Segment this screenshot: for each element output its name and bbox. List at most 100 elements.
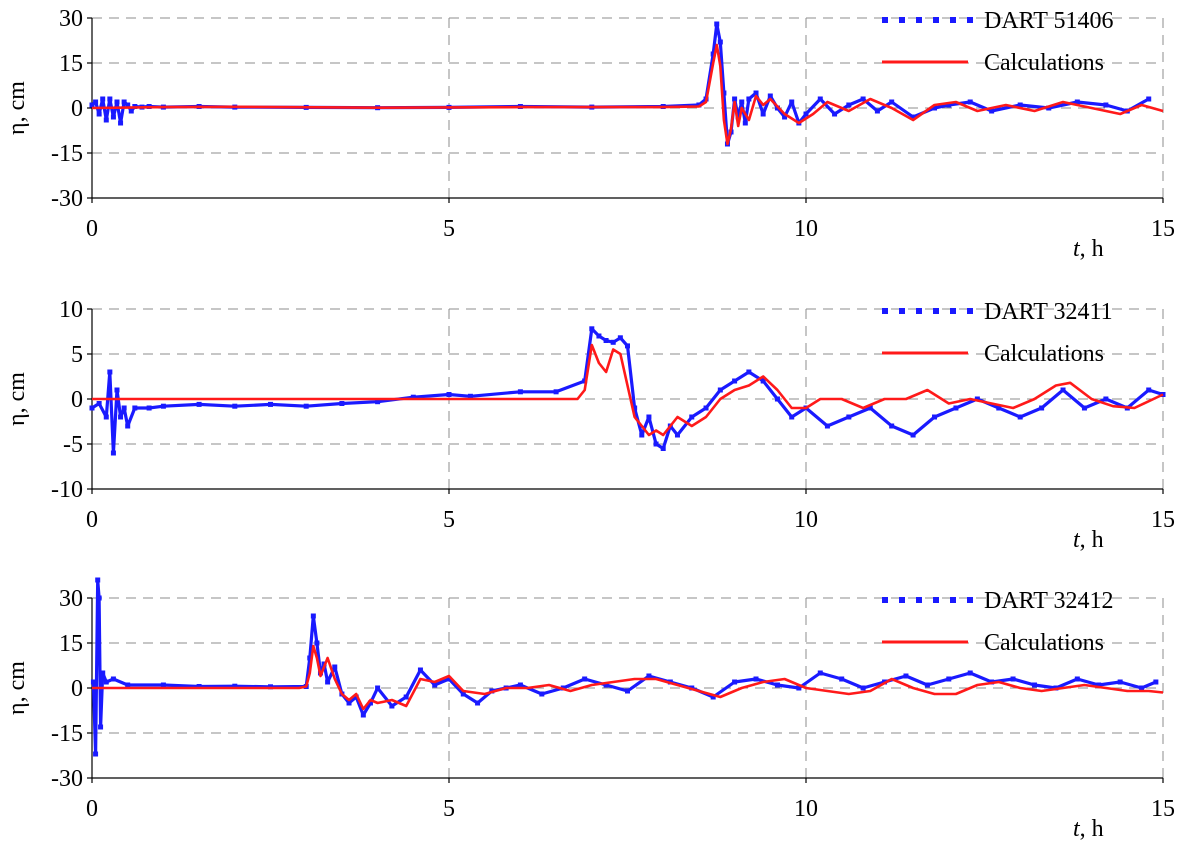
data-point <box>617 335 623 341</box>
legend-label-calculated: Calculations <box>984 341 1104 367</box>
y-axis-label: η, cm <box>4 661 30 715</box>
data-point <box>160 403 166 409</box>
data-point <box>303 403 309 409</box>
data-point <box>403 694 409 700</box>
data-point <box>824 423 830 429</box>
legend-marker-observed <box>950 597 956 603</box>
data-point <box>90 679 96 685</box>
legend-label-observed: DART 32412 <box>984 588 1113 614</box>
series-calculated <box>91 43 1164 146</box>
legend-marker-observed <box>882 17 888 23</box>
data-point <box>789 99 795 105</box>
data-point <box>867 405 873 411</box>
legend-label-observed: DART 32411 <box>984 299 1113 325</box>
data-point <box>389 703 395 709</box>
data-point <box>475 700 481 706</box>
data-point <box>93 751 99 757</box>
calculated-line <box>92 343 1164 437</box>
data-point <box>346 700 352 706</box>
data-point <box>889 423 895 429</box>
data-point <box>739 99 745 105</box>
data-point <box>932 105 938 111</box>
x-axis-label-var: t <box>1073 816 1081 842</box>
data-point <box>582 676 588 682</box>
y-tick-label: 15 <box>59 51 83 77</box>
data-point <box>860 96 866 102</box>
y-tick-label: 30 <box>59 6 83 32</box>
data-point <box>1039 405 1045 411</box>
x-tick-label: 0 <box>86 796 98 822</box>
legend-marker-observed <box>933 17 939 23</box>
x-tick-label: 0 <box>86 216 98 242</box>
data-point <box>1060 387 1066 393</box>
data-point <box>118 414 124 420</box>
x-tick-label: 5 <box>443 507 455 533</box>
data-point <box>610 339 616 345</box>
data-point <box>846 102 852 108</box>
data-point <box>467 393 473 399</box>
data-point <box>110 114 116 120</box>
data-point <box>710 694 716 700</box>
legend: DART 32412 Calculations <box>882 588 1113 656</box>
legend-label-calculated: Calculations <box>984 50 1104 76</box>
y-tick-label: 5 <box>71 342 83 368</box>
y-tick-label: -10 <box>51 477 83 503</box>
data-point <box>625 343 630 349</box>
data-point <box>714 21 720 27</box>
data-point <box>782 114 788 120</box>
data-point <box>553 389 559 395</box>
data-point <box>760 111 766 117</box>
data-point <box>446 392 452 397</box>
data-point <box>924 682 930 688</box>
data-point <box>860 685 866 691</box>
data-point <box>1103 102 1109 108</box>
y-tick-label: -15 <box>51 721 83 747</box>
x-axis-label: t, h <box>1073 527 1104 553</box>
data-point <box>110 676 116 682</box>
data-point <box>789 414 795 420</box>
data-point <box>817 96 823 102</box>
data-point <box>639 432 645 438</box>
data-point <box>98 724 104 730</box>
data-point <box>160 682 166 688</box>
data-point <box>674 432 680 438</box>
legend-marker-observed <box>933 308 939 314</box>
data-point <box>1081 405 1087 411</box>
series-calculated <box>92 343 1164 437</box>
data-point <box>932 414 938 420</box>
series-calculated <box>92 644 1164 711</box>
data-point <box>846 414 852 420</box>
data-point <box>589 326 595 332</box>
y-tick-label: 30 <box>59 586 83 612</box>
x-tick-label: 10 <box>794 796 818 822</box>
data-point <box>1146 387 1152 393</box>
data-point <box>114 387 120 393</box>
x-tick-label: 15 <box>1151 216 1175 242</box>
data-point <box>1117 679 1123 685</box>
data-point <box>325 679 331 685</box>
data-point <box>774 396 780 402</box>
data-point <box>89 405 95 411</box>
data-point <box>93 99 99 105</box>
data-point <box>103 414 109 420</box>
data-point <box>100 96 106 102</box>
data-point <box>146 405 152 411</box>
legend-marker-observed <box>950 17 956 23</box>
data-point <box>625 688 630 694</box>
y-axis-label: η, cm <box>4 81 30 135</box>
y-tick-label: 0 <box>71 387 83 413</box>
data-point <box>1096 682 1102 688</box>
x-tick-label: 0 <box>86 507 98 533</box>
data-point <box>410 394 416 400</box>
series-observed <box>89 21 1152 147</box>
data-point <box>417 667 423 673</box>
legend-marker-observed <box>899 597 905 603</box>
data-point <box>582 378 588 384</box>
data-point <box>974 396 980 402</box>
data-point <box>596 333 602 339</box>
data-point <box>774 682 780 688</box>
data-point <box>732 679 738 685</box>
data-point <box>839 676 845 682</box>
data-point <box>121 405 127 411</box>
